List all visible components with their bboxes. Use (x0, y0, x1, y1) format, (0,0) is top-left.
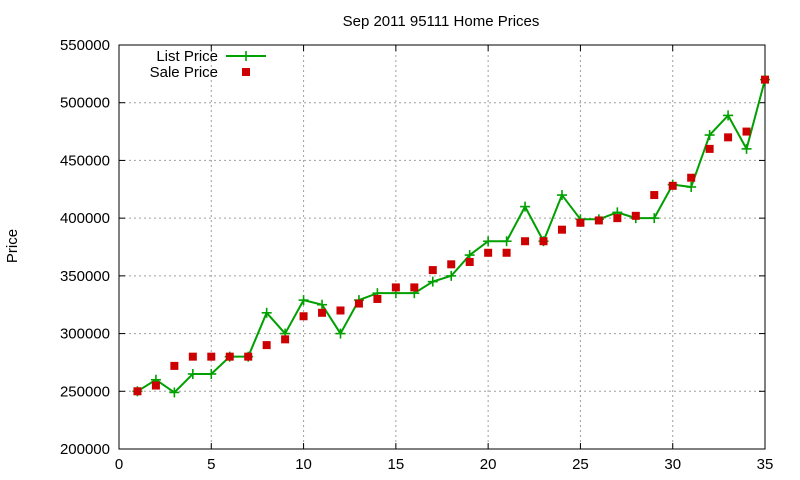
x-tick-label: 0 (115, 456, 123, 473)
sale-price-point (225, 352, 234, 361)
y-tick-label: 500000 (60, 95, 110, 112)
legend-entry: Sale Price (150, 64, 250, 81)
sale-price-point (650, 191, 659, 200)
legend-square-swatch (242, 68, 250, 76)
x-tick-label: 10 (295, 456, 312, 473)
sale-price-point (594, 216, 603, 225)
y-tick-label: 350000 (60, 268, 110, 285)
list-price-point (520, 201, 531, 212)
list-price-point (298, 295, 309, 306)
sale-price-point (724, 133, 733, 142)
sale-price-point (428, 266, 437, 275)
sale-price-point (539, 237, 548, 246)
list-price-point (741, 143, 752, 154)
sale-price-point (465, 258, 474, 267)
list-price-point (686, 181, 697, 192)
sale-price-point (705, 144, 714, 153)
list-price-point (483, 236, 494, 247)
list-price-point (704, 130, 715, 141)
sale-price-point (299, 312, 308, 321)
sale-price-point (447, 260, 456, 269)
y-tick-label: 300000 (60, 326, 110, 343)
series-sale-price (133, 75, 769, 396)
y-axis-label: Price (4, 229, 21, 263)
list-price-point (169, 387, 180, 398)
legend-entry: List Price (156, 48, 266, 65)
sale-price-point (631, 211, 640, 220)
sale-price-point (502, 248, 511, 257)
x-tick-label: 25 (572, 456, 589, 473)
sale-price-point (557, 225, 566, 234)
sale-price-point (484, 248, 493, 257)
list-price-point (317, 299, 328, 310)
y-tick-label: 200000 (60, 441, 110, 458)
sale-price-point (354, 299, 363, 308)
sale-price-point (761, 75, 769, 84)
list-price-point (427, 276, 438, 287)
x-tick-label: 35 (757, 456, 774, 473)
list-price-point (261, 307, 272, 318)
sale-price-point (318, 308, 327, 317)
list-price-point (187, 368, 198, 379)
plot-frame (118, 44, 766, 450)
sale-price-point (336, 306, 345, 315)
legend-label: Sale Price (150, 64, 218, 81)
sale-price-point (410, 283, 419, 292)
sale-price-point (244, 352, 253, 361)
y-tick-label: 400000 (60, 210, 110, 227)
y-tick-label: 450000 (60, 152, 110, 169)
sale-price-point (170, 361, 179, 370)
list-price-point (501, 236, 512, 247)
y-tick-label: 250000 (60, 383, 110, 400)
sale-price-point (576, 218, 585, 227)
list-price-point (723, 110, 734, 121)
sale-price-point (151, 381, 160, 390)
sale-price-point (207, 352, 216, 361)
sale-price-point (133, 387, 142, 396)
sale-price-point (281, 335, 290, 344)
sale-price-point (687, 173, 696, 182)
grid-lines (119, 45, 765, 449)
axis-ticks (118, 44, 766, 450)
sale-price-point (521, 237, 530, 246)
list-price-point (556, 190, 567, 201)
sale-price-point (742, 127, 751, 136)
sale-price-point (373, 294, 382, 303)
x-tick-label: 30 (664, 456, 681, 473)
sale-price-point (391, 283, 400, 292)
data-series (132, 74, 770, 398)
x-tick-label: 5 (207, 456, 215, 473)
legend-label: List Price (156, 48, 218, 65)
sale-price-point (613, 214, 622, 223)
x-axis-tick-labels: 0 5 10 15 20 25 30 35 (115, 456, 774, 473)
sale-price-point (188, 352, 197, 361)
y-axis-tick-labels: 200000 250000 300000 350000 400000 450000 5000… (60, 37, 110, 458)
chart-title: Sep 2011 95111 Home Prices (343, 13, 540, 30)
y-tick-label: 550000 (60, 37, 110, 54)
x-tick-label: 15 (388, 456, 405, 473)
list-price-point (206, 368, 217, 379)
list-price-point (649, 213, 660, 224)
list-price-point (335, 328, 346, 339)
x-tick-label: 20 (480, 456, 497, 473)
sale-price-point (262, 341, 271, 350)
list-price-point (446, 270, 457, 281)
sale-price-point (668, 181, 677, 190)
legend-plus-marker (241, 51, 251, 61)
